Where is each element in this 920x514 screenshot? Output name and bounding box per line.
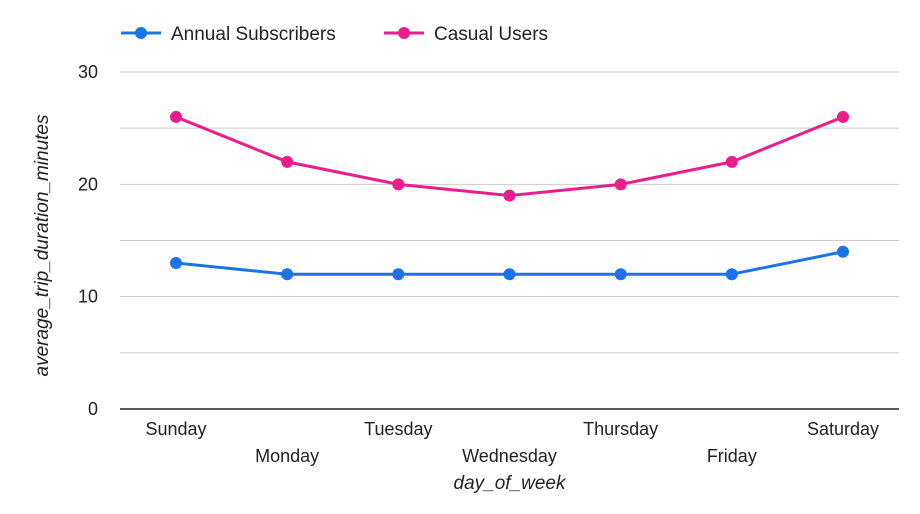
data-point (725, 155, 738, 168)
data-point (170, 256, 182, 269)
y-axis-ticks: 0 10 20 30 (78, 62, 98, 419)
data-point (837, 110, 849, 123)
y-tick-label: 0 (88, 399, 98, 419)
legend-marker (135, 27, 147, 39)
series-line (175, 115, 844, 198)
data-point (614, 178, 627, 191)
data-point (837, 245, 849, 258)
x-tick-label: Sunday (145, 419, 206, 439)
series-1 (170, 110, 849, 202)
legend-label: Casual Users (434, 24, 548, 45)
y-tick-label: 30 (78, 62, 98, 82)
x-axis-ticks: Sunday Monday Tuesday Wednesday Thursday Frid… (145, 419, 879, 466)
data-point (503, 189, 516, 202)
x-tick-label: Friday (707, 446, 757, 466)
gridlines (120, 71, 899, 354)
data-point (614, 268, 627, 281)
data-point (281, 155, 294, 168)
y-tick-label: 10 (78, 287, 98, 307)
data-point (281, 268, 294, 281)
legend-marker (398, 27, 410, 39)
data-point (392, 268, 405, 281)
x-tick-label: Thursday (583, 419, 658, 439)
data-point (725, 268, 738, 281)
x-tick-label: Tuesday (364, 419, 432, 439)
x-tick-label: Saturday (807, 419, 879, 439)
series-0 (170, 245, 849, 281)
x-tick-label: Monday (255, 446, 319, 466)
x-axis-title: day_of_week (454, 473, 567, 494)
legend: Annual Subscribers Casual Users (121, 24, 548, 45)
legend-item: Casual Users (384, 24, 548, 45)
x-tick-label: Wednesday (462, 446, 557, 466)
data-point (503, 268, 516, 281)
series-group (170, 110, 849, 281)
legend-item: Annual Subscribers (121, 24, 336, 45)
data-point (170, 110, 182, 123)
data-point (392, 178, 405, 191)
y-axis-title: average_trip_duration_minutes (32, 114, 53, 376)
y-tick-label: 20 (78, 174, 98, 194)
legend-label: Annual Subscribers (171, 24, 336, 45)
